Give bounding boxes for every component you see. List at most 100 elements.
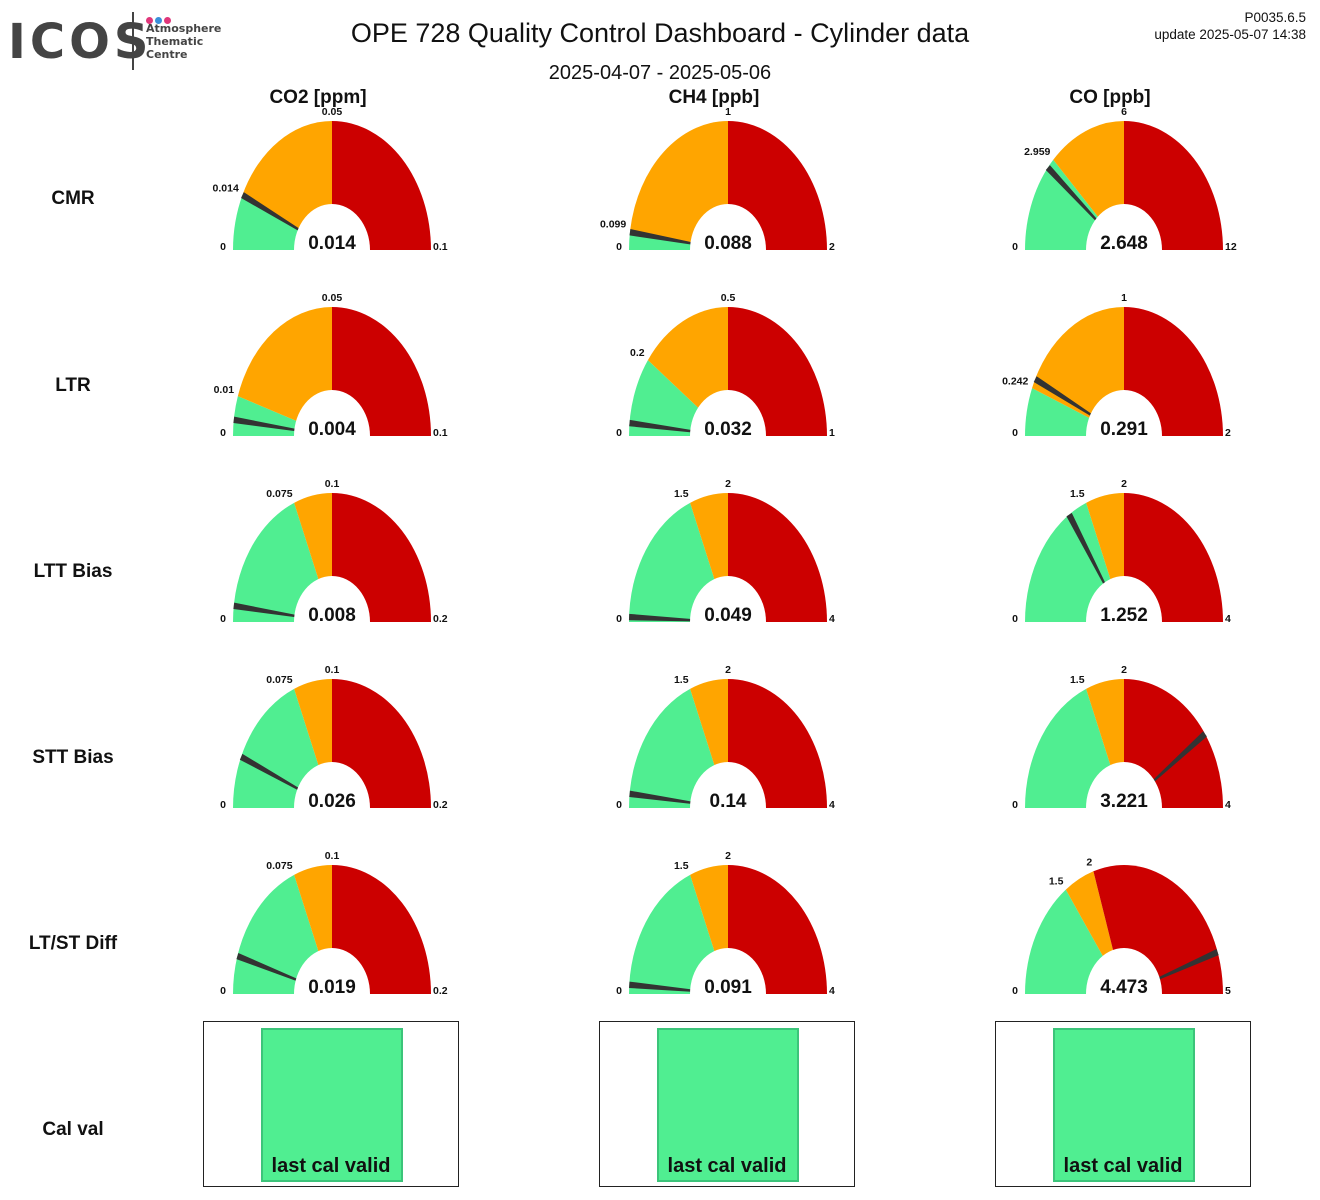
gauge-warn-threshold-label: 0.1 — [325, 664, 340, 676]
gauge-max-label: 4 — [829, 799, 835, 811]
cal-val-box-co: last cal valid — [995, 1021, 1251, 1187]
gauge-min-label: 0 — [1012, 799, 1018, 811]
gauge-ltr-co: 0.291 0 2 0.242 1 — [1002, 292, 1231, 482]
gauge-value: 0.032 — [704, 419, 752, 440]
version-info: P0035.6.5 update 2025-05-07 14:38 — [1154, 9, 1306, 43]
gauge-good-threshold-label: 0.075 — [266, 860, 292, 872]
gauge-value: 0.019 — [308, 977, 356, 998]
gauge-good-threshold-label: 0.2 — [630, 347, 645, 359]
gauge-hub — [690, 948, 766, 1010]
gauge-value: 0.049 — [704, 605, 752, 626]
cal-status-indicator — [657, 1028, 799, 1182]
gauge-value: 0.026 — [308, 791, 356, 812]
gauge-stt-bias-co: 3.221 0 4 1.5 2 — [1012, 664, 1231, 854]
icos-logo: ICOS Atmosphere Thematic Centre — [8, 10, 238, 74]
row-label-ltr: LTR — [55, 375, 91, 396]
update-timestamp: update 2025-05-07 14:38 — [1154, 27, 1306, 42]
row-label-cal-val: Cal val — [42, 1119, 104, 1140]
gauge-good-threshold-label: 1.5 — [674, 860, 689, 872]
gauge-min-label: 0 — [616, 985, 622, 997]
gauge-warn-threshold-label: 2 — [725, 850, 731, 862]
gauge-good-threshold-label: 0.014 — [213, 182, 239, 194]
gauge-good-threshold-label: 0.075 — [266, 488, 292, 500]
gauge-hub — [294, 390, 370, 482]
gauge-value: 2.648 — [1100, 233, 1148, 254]
gauge-stt-bias-co2: 0.026 0 0.2 0.075 0.1 — [220, 664, 448, 854]
gauge-good-threshold-label: 0.242 — [1002, 376, 1028, 388]
row-label-ltt-bias: LTT Bias — [33, 561, 113, 582]
gauge-value: 0.091 — [704, 977, 752, 998]
cal-val-box-co2: last cal valid — [203, 1021, 459, 1187]
gauge-ltt-bias-co: 1.252 0 4 1.5 2 — [1012, 478, 1231, 668]
gauge-value: 0.291 — [1100, 419, 1148, 440]
gauge-min-label: 0 — [220, 985, 226, 997]
gauge-warn-threshold-label: 0.1 — [325, 850, 340, 862]
gauge-value: 0.088 — [704, 233, 752, 254]
row-label-cmr: CMR — [51, 188, 95, 209]
gauge-min-label: 0 — [220, 241, 226, 253]
gauge-max-label: 5 — [1225, 985, 1231, 997]
gauge-warn-threshold-label: 2 — [1086, 857, 1092, 869]
cal-val-box-ch4: last cal valid — [599, 1021, 855, 1187]
gauge-value: 1.252 — [1100, 605, 1148, 626]
gauge-warn-threshold-label: 2 — [725, 478, 731, 490]
date-range: 2025-04-07 - 2025-05-06 — [548, 62, 772, 84]
gauge-hub — [1086, 948, 1162, 1010]
column-header-ch4: CH4 [ppb] — [668, 87, 760, 108]
gauge-hub — [690, 204, 766, 296]
gauge-min-label: 0 — [1012, 241, 1018, 253]
logo-subtitle: Atmosphere Thematic Centre — [146, 22, 222, 61]
gauge-hub — [294, 576, 370, 668]
gauge-good-threshold-label: 1.5 — [1070, 488, 1085, 500]
gauge-min-label: 0 — [616, 241, 622, 253]
gauge-value: 3.221 — [1100, 791, 1148, 812]
gauge-warn-threshold-label: 0.5 — [721, 292, 736, 304]
gauge-min-label: 0 — [1012, 427, 1018, 439]
gauge-value: 0.014 — [308, 233, 356, 254]
gauge-cmr-co2: 0.014 0 0.1 0.014 0.05 — [213, 106, 448, 296]
gauge-lt-st-diff-ch4: 0.091 0 4 1.5 2 — [616, 850, 835, 1010]
logo-dot — [164, 17, 171, 24]
cal-status-text: last cal valid — [271, 1155, 391, 1177]
gauge-hub — [690, 762, 766, 854]
gauge-good-threshold-label: 0.099 — [600, 218, 626, 230]
gauge-min-label: 0 — [616, 799, 622, 811]
gauge-good-threshold-label: 1.5 — [674, 488, 689, 500]
gauge-stt-bias-ch4: 0.14 0 4 1.5 2 — [616, 664, 835, 854]
column-header-co2: CO2 [ppm] — [269, 87, 367, 108]
cal-status-text: last cal valid — [1063, 1155, 1183, 1177]
gauge-hub — [690, 576, 766, 668]
gauge-hub — [690, 390, 766, 482]
gauge-good-threshold-label: 2.959 — [1024, 146, 1050, 158]
row-label-lt-st-diff: LT/ST Diff — [28, 933, 118, 954]
gauge-good-threshold-label: 0.01 — [214, 384, 235, 396]
gauge-max-label: 4 — [829, 613, 835, 625]
gauge-max-label: 2 — [829, 241, 835, 253]
gauge-warn-threshold-label: 6 — [1121, 106, 1127, 118]
gauge-min-label: 0 — [616, 613, 622, 625]
page-title: OPE 728 Quality Control Dashboard - Cyli… — [350, 18, 970, 48]
gauge-warn-threshold-label: 1 — [725, 106, 731, 118]
logo-divider — [132, 12, 134, 70]
gauge-hub — [1086, 390, 1162, 482]
gauge-good-threshold-label: 1.5 — [674, 674, 689, 686]
gauge-ltt-bias-co2: 0.008 0 0.2 0.075 0.1 — [220, 478, 448, 668]
gauge-max-label: 12 — [1225, 241, 1237, 253]
logo-text: ICOS — [8, 14, 153, 70]
gauge-max-label: 1 — [829, 427, 835, 439]
gauge-warn-threshold-label: 2 — [1121, 478, 1127, 490]
gauge-value: 0.008 — [308, 605, 356, 626]
gauge-max-label: 0.1 — [433, 241, 448, 253]
gauge-cmr-co: 2.648 0 12 2.959 6 — [1012, 106, 1237, 296]
gauge-min-label: 0 — [616, 427, 622, 439]
gauge-max-label: 2 — [1225, 427, 1231, 439]
gauge-warn-threshold-label: 1 — [1121, 292, 1127, 304]
gauge-ltr-co2: 0.004 0 0.1 0.01 0.05 — [214, 292, 448, 482]
gauge-min-label: 0 — [220, 799, 226, 811]
gauge-ltt-bias-ch4: 0.049 0 4 1.5 2 — [616, 478, 835, 668]
gauge-min-label: 0 — [1012, 613, 1018, 625]
gauge-min-label: 0 — [1012, 985, 1018, 997]
cal-status-text: last cal valid — [667, 1155, 787, 1177]
gauge-cmr-ch4: 0.088 0 2 0.099 1 — [600, 106, 835, 296]
